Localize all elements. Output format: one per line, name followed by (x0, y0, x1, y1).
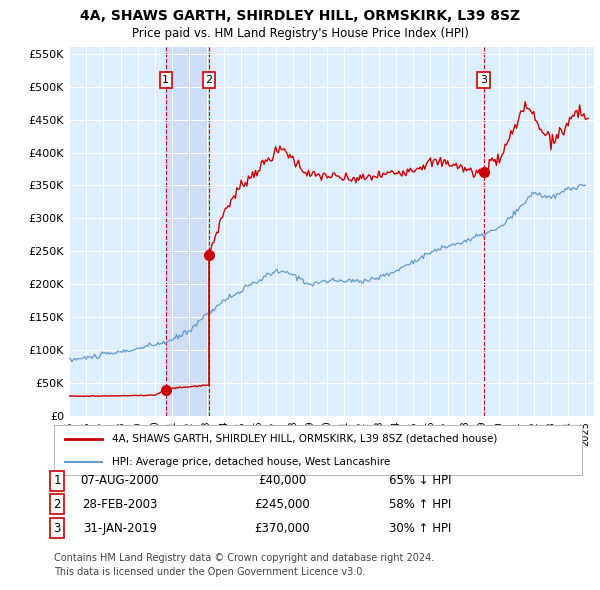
Text: 4A, SHAWS GARTH, SHIRDLEY HILL, ORMSKIRK, L39 8SZ (detached house): 4A, SHAWS GARTH, SHIRDLEY HILL, ORMSKIRK… (112, 434, 497, 444)
Text: Contains HM Land Registry data © Crown copyright and database right 2024.: Contains HM Land Registry data © Crown c… (54, 553, 434, 562)
Text: 30% ↑ HPI: 30% ↑ HPI (389, 522, 451, 535)
Text: 65% ↓ HPI: 65% ↓ HPI (389, 474, 451, 487)
Text: 58% ↑ HPI: 58% ↑ HPI (389, 498, 451, 511)
Text: 4A, SHAWS GARTH, SHIRDLEY HILL, ORMSKIRK, L39 8SZ: 4A, SHAWS GARTH, SHIRDLEY HILL, ORMSKIRK… (80, 9, 520, 23)
Text: 3: 3 (480, 75, 487, 85)
Text: 1: 1 (53, 474, 61, 487)
Text: Price paid vs. HM Land Registry's House Price Index (HPI): Price paid vs. HM Land Registry's House … (131, 27, 469, 40)
Text: 2: 2 (205, 75, 212, 85)
Text: £245,000: £245,000 (254, 498, 310, 511)
Text: 2: 2 (53, 498, 61, 511)
Text: £40,000: £40,000 (258, 474, 306, 487)
Text: £370,000: £370,000 (254, 522, 310, 535)
Text: 31-JAN-2019: 31-JAN-2019 (83, 522, 157, 535)
Bar (166, 47, 209, 416)
Text: HPI: Average price, detached house, West Lancashire: HPI: Average price, detached house, West… (112, 457, 391, 467)
Text: 1: 1 (163, 75, 169, 85)
Text: This data is licensed under the Open Government Licence v3.0.: This data is licensed under the Open Gov… (54, 568, 365, 577)
Text: 3: 3 (53, 522, 61, 535)
Text: 07-AUG-2000: 07-AUG-2000 (80, 474, 160, 487)
Text: 28-FEB-2003: 28-FEB-2003 (82, 498, 158, 511)
